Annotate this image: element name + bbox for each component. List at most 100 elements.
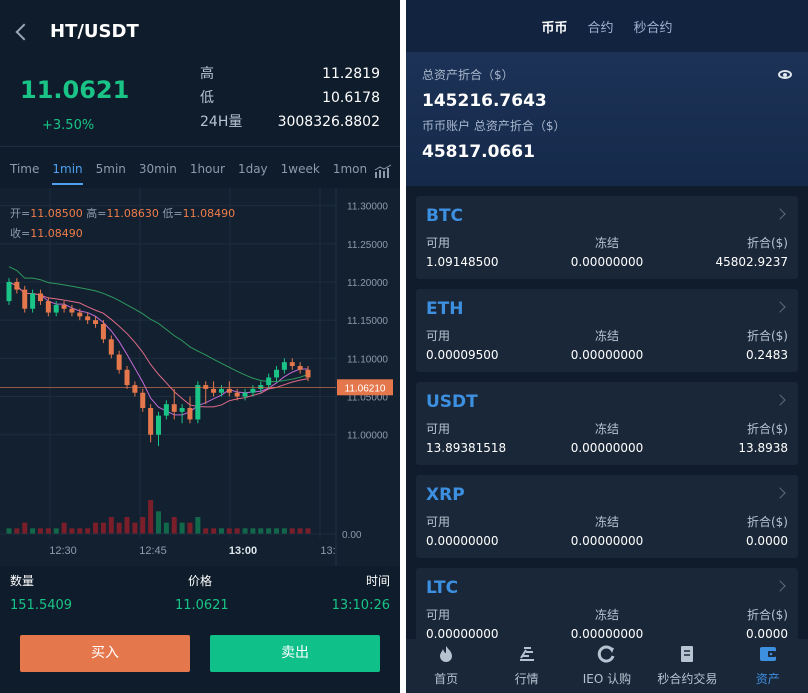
account-tab[interactable]: 秒合约 <box>633 20 673 36</box>
price-block: 11.0621 +3.50% <box>0 62 200 146</box>
nav-item[interactable]: 首页 <box>406 639 486 693</box>
stat-label: 高 <box>200 66 214 82</box>
frozen-label: 冻结 <box>594 515 619 529</box>
coin-card[interactable]: ETH 可用 冻结 折合($) 0.00009500 0.00000000 0.2483 <box>416 289 798 372</box>
candle <box>250 388 256 393</box>
coin-card[interactable]: XRP 可用 冻结 折合($) 0.00000000 0.00000000 0.0000 <box>416 475 798 558</box>
stat-value: 3008326.8802 <box>277 114 380 130</box>
candle <box>77 312 83 317</box>
volume-bar <box>281 528 287 534</box>
volume-bar <box>37 528 43 534</box>
stat-label: 24H量 <box>200 114 243 130</box>
volume-bar <box>171 517 177 534</box>
volume-bar <box>297 528 303 534</box>
stats-block: 高 11.2819 低 10.6178 24H量 3008326.8802 <box>200 62 400 146</box>
y-tick-label: 11.15000 <box>347 316 388 327</box>
trade-price: 11.0621 <box>174 598 229 613</box>
value-label: 折合($) <box>746 236 788 250</box>
candle <box>266 377 272 386</box>
candle <box>258 385 264 389</box>
timeframe-tab[interactable]: 5min <box>95 161 126 176</box>
account-tabs: 币币 合约 秒合约 <box>406 0 808 52</box>
nav-item[interactable]: IEO 认购 <box>567 639 647 693</box>
kline-svg[interactable]: 11.30000 11.25000 11.20000 11.15000 11.10000… <box>0 188 400 566</box>
candle <box>100 324 106 340</box>
volume-bar <box>22 522 28 534</box>
volume-bar <box>242 528 248 534</box>
timeframe-tab[interactable]: Time <box>10 161 40 176</box>
nav-label: 资产 <box>755 672 780 686</box>
candle <box>305 369 311 378</box>
volume-bar <box>156 511 161 534</box>
timeframe-tab[interactable]: 1week <box>280 161 320 176</box>
ma-line <box>8 281 308 416</box>
candle <box>140 392 146 408</box>
kline-chart[interactable]: 11.30000 11.25000 11.20000 11.15000 11.10000… <box>0 188 400 566</box>
ma-line <box>8 266 309 383</box>
buy-button[interactable]: 买入 <box>20 635 190 672</box>
frozen-value: 0.00000000 <box>570 441 644 455</box>
timeframe-tab[interactable]: 1mon <box>332 161 368 176</box>
volume-bar <box>211 528 217 534</box>
candle <box>274 369 280 378</box>
volume-bar <box>179 522 185 534</box>
volume-bar <box>6 528 12 534</box>
candle <box>179 408 185 412</box>
coin-card[interactable]: LTC 可用 冻结 折合($) 0.00000000 0.00000000 0.0000 <box>416 568 798 641</box>
timeframe-tab[interactable]: 30min <box>138 161 177 176</box>
y-tick-label: 11.30000 <box>347 202 388 213</box>
nav-item[interactable]: 行情 <box>487 639 567 693</box>
coin-values: 0.00000000 0.00000000 0.0000 <box>426 534 788 548</box>
y-tick-label: 11.25000 <box>347 240 388 251</box>
candle <box>69 308 75 313</box>
indicator-chart-icon[interactable] <box>374 164 392 178</box>
candle <box>195 385 201 420</box>
nav-label: 行情 <box>514 672 539 686</box>
coin-name: USDT <box>426 392 478 412</box>
candle <box>281 362 287 370</box>
refresh-icon <box>597 645 615 663</box>
value-label: 折合($) <box>746 422 788 436</box>
account-tab[interactable]: 合约 <box>587 20 614 36</box>
y-tick-label: 11.10000 <box>347 354 388 365</box>
coin-values: 0.00009500 0.00000000 0.2483 <box>426 348 788 362</box>
trades-header: 数量 价格 时间 <box>0 572 400 589</box>
frozen-label: 冻结 <box>594 236 619 250</box>
nav-item[interactable]: 秒合约交易 <box>647 639 727 693</box>
timeframe-tab[interactable]: 1day <box>237 161 268 176</box>
eye-icon[interactable] <box>778 70 792 79</box>
timeframe-tab[interactable]: 1hour <box>189 161 225 176</box>
x-tick-label: 13:00 <box>229 545 257 557</box>
nav-label: 首页 <box>434 672 459 686</box>
ohlc-readout: 开=11.08500 高=11.08630 低=11.08490 收=11.08… <box>10 204 235 244</box>
frozen-value: 0.00000000 <box>570 348 644 362</box>
account-tab[interactable]: 币币 <box>541 20 568 36</box>
stat-high: 高 11.2819 <box>200 62 380 86</box>
y-tick-label: 11.05000 <box>347 393 388 404</box>
candle <box>203 385 209 389</box>
flame-icon <box>440 646 453 662</box>
nav-label: 秒合约交易 <box>657 672 718 686</box>
x-tick-label: 12:30 <box>49 545 77 557</box>
coin-card[interactable]: BTC 可用 冻结 折合($) 1.09148500 0.00000000 45802.92… <box>416 196 798 279</box>
volume-bar <box>234 528 240 534</box>
value-label: 折合($) <box>746 608 788 622</box>
value-value: 0.0000 <box>745 534 788 548</box>
back-arrow-icon[interactable] <box>15 23 33 41</box>
open-value: 11.08500 <box>30 207 83 220</box>
nav-item[interactable]: 资产 <box>728 639 808 693</box>
available-value: 0.00009500 <box>426 348 499 362</box>
coin-name: LTC <box>426 578 459 598</box>
stat-low: 低 10.6178 <box>200 86 380 110</box>
timeframe-tab[interactable]: 1min <box>52 147 83 191</box>
close-value: 11.08490 <box>30 227 83 240</box>
volume-bar <box>124 517 130 534</box>
time-header: 时间 <box>365 574 390 588</box>
y-tick-label: 11.20000 <box>347 278 388 289</box>
coin-card[interactable]: USDT 可用 冻结 折合($) 13.89381518 0.00000000 13.893… <box>416 382 798 465</box>
total-assets-value: 145216.7643 <box>422 91 547 111</box>
volume-bar <box>226 528 232 534</box>
sell-button[interactable]: 卖出 <box>210 635 380 672</box>
volume-bar <box>30 528 36 534</box>
nav-label: IEO 认购 <box>582 672 632 686</box>
